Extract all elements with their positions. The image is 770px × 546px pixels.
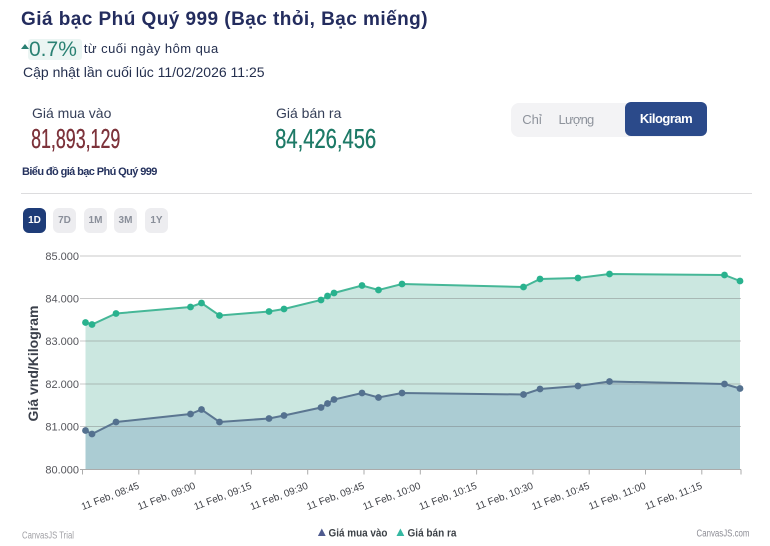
svg-text:11 Feb, 09:15: 11 Feb, 09:15 — [193, 481, 254, 513]
svg-text:11 Feb, 11:00: 11 Feb, 11:00 — [587, 481, 648, 513]
svg-text:84.000: 84.000 — [45, 294, 79, 306]
svg-text:11 Feb, 09:00: 11 Feb, 09:00 — [136, 481, 197, 513]
svg-text:11 Feb, 10:45: 11 Feb, 10:45 — [530, 481, 591, 513]
svg-text:11 Feb, 10:15: 11 Feb, 10:15 — [418, 481, 479, 513]
svg-text:83.000: 83.000 — [45, 336, 79, 348]
svg-text:CanvasJS.com: CanvasJS.com — [697, 529, 750, 540]
svg-text:11 Feb, 09:45: 11 Feb, 09:45 — [305, 481, 366, 513]
svg-text:11 Feb, 09:30: 11 Feb, 09:30 — [249, 481, 310, 513]
svg-text:11 Feb, 10:00: 11 Feb, 10:00 — [361, 481, 422, 513]
svg-text:Giá mua vào: Giá mua vào — [329, 528, 388, 540]
svg-text:Giá bán ra: Giá bán ra — [408, 528, 458, 540]
svg-text:82.000: 82.000 — [45, 379, 79, 391]
svg-text:11 Feb, 11:15: 11 Feb, 11:15 — [644, 481, 705, 513]
svg-text:85.000: 85.000 — [45, 251, 79, 263]
svg-text:CanvasJS Trial: CanvasJS Trial — [22, 531, 74, 542]
svg-text:81.000: 81.000 — [45, 422, 79, 434]
svg-text:80.000: 80.000 — [45, 465, 79, 477]
svg-text:11 Feb, 08:45: 11 Feb, 08:45 — [80, 481, 141, 513]
svg-text:Giá vnd/Kilogram: Giá vnd/Kilogram — [25, 306, 41, 422]
svg-text:11 Feb, 10:30: 11 Feb, 10:30 — [474, 481, 535, 513]
